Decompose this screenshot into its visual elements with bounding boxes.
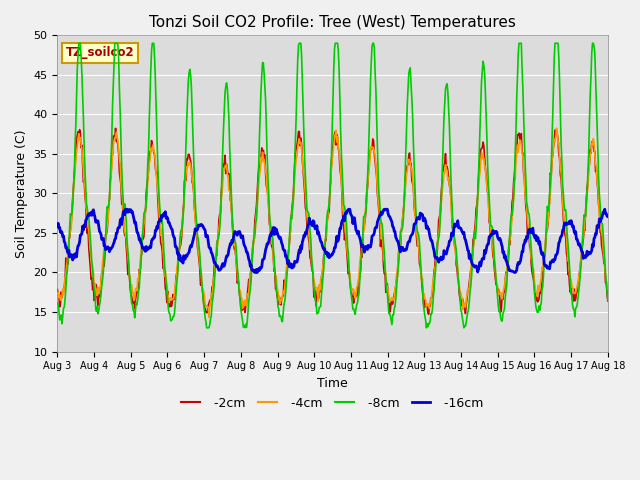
Title: Tonzi Soil CO2 Profile: Tree (West) Temperatures: Tonzi Soil CO2 Profile: Tree (West) Temp… [149, 15, 516, 30]
Text: TZ_soilco2: TZ_soilco2 [66, 47, 134, 60]
Legend:  -2cm,  -4cm,  -8cm,  -16cm: -2cm, -4cm, -8cm, -16cm [177, 392, 489, 415]
X-axis label: Time: Time [317, 377, 348, 390]
Y-axis label: Soil Temperature (C): Soil Temperature (C) [15, 129, 28, 258]
